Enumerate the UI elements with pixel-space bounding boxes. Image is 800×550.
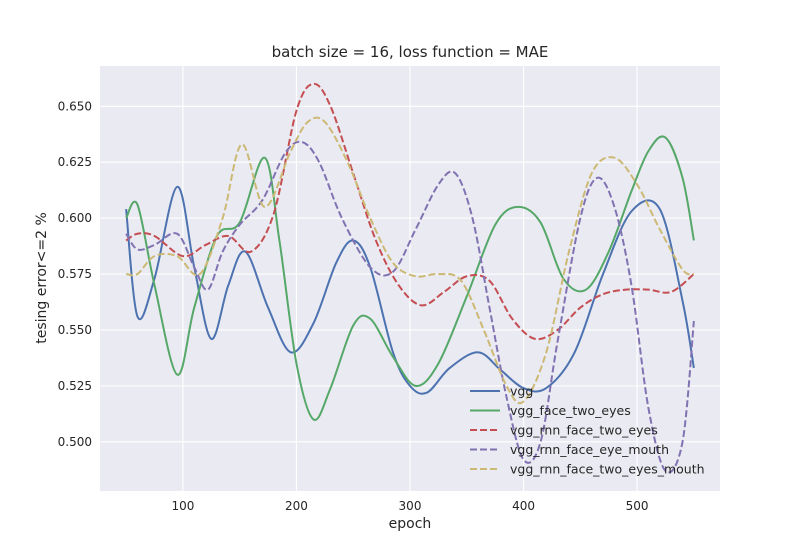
y-tick-label: 0.525	[58, 379, 92, 393]
y-tick-label: 0.625	[58, 155, 92, 169]
y-tick-labels: 0.500 0.525 0.550 0.575 0.600 0.625 0.650	[58, 99, 92, 449]
y-tick-label: 0.650	[58, 99, 92, 113]
y-axis-label: tesing error<=2 %	[34, 212, 50, 344]
legend-label-vgg-rnn-face-two-eyes: vgg_rnn_face_two_eyes	[510, 423, 658, 438]
x-tick-label: 200	[285, 499, 308, 513]
series-layer	[125, 82, 695, 474]
x-tick-label: 300	[399, 499, 422, 513]
legend-label-vgg-rnn-face-two-eyes-mouth: vgg_rnn_face_two_eyes_mouth	[510, 462, 705, 477]
series-line-vgg-rnn-face-two-eyes	[125, 82, 695, 341]
y-tick-label: 0.550	[58, 323, 92, 337]
series-line-vgg-face-two-eyes	[125, 135, 695, 421]
legend-label-vgg: vgg	[510, 384, 533, 399]
legend-label-vgg-rnn-face-eye-mouth: vgg_rnn_face_eye_mouth	[510, 442, 669, 457]
x-tick-label: 500	[626, 499, 649, 513]
series-line-vgg-rnn-face-eye-mouth	[125, 140, 695, 474]
y-tick-label: 0.600	[58, 211, 92, 225]
y-tick-label: 0.575	[58, 267, 92, 281]
y-tick-label: 0.500	[58, 435, 92, 449]
x-tick-label: 100	[171, 499, 194, 513]
legend: vgg vgg_face_two_eyes vgg_rnn_face_two_eye…	[470, 384, 705, 477]
legend-label-vgg-face-two-eyes: vgg_face_two_eyes	[510, 403, 631, 418]
x-tick-label: 400	[512, 499, 535, 513]
x-axis-label: epoch	[389, 516, 432, 532]
x-tick-labels: 100 200 300 400 500	[171, 499, 648, 513]
chart-title: batch size = 16, loss function = MAE	[272, 43, 549, 61]
